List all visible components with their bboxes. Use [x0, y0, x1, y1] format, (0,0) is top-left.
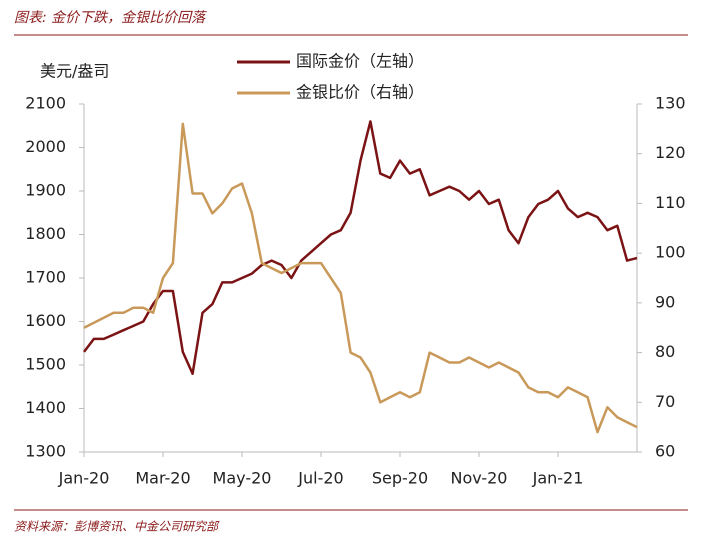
y-tick-label: 1900 [25, 181, 66, 200]
y2-tick-label: 70 [655, 392, 675, 411]
y-tick-label: 2100 [25, 94, 66, 113]
chart-title: 图表: 金价下跌，金银比价回落 [14, 10, 207, 26]
y-tick-label: 1600 [25, 311, 66, 330]
legend-label: 国际金价（左轴） [296, 52, 424, 71]
y2-tick-label: 60 [655, 442, 675, 461]
y-tick-label: 1500 [25, 355, 66, 374]
y-tick-label: 2000 [25, 137, 66, 156]
y2-tick-label: 110 [655, 193, 686, 212]
y2-tick-label: 80 [655, 342, 675, 361]
series-line [83, 122, 638, 434]
y-axis-label: 美元/盎司 [40, 62, 109, 81]
x-tick-label: Sep-20 [372, 469, 428, 488]
y2-tick-label: 120 [655, 143, 686, 162]
y2-tick-label: 130 [655, 94, 686, 113]
x-tick-label: Jul-20 [297, 469, 343, 488]
y-tick-label: 1400 [25, 398, 66, 417]
x-tick-label: Jan-21 [532, 469, 584, 488]
x-tick-label: Mar-20 [135, 469, 190, 488]
y-tick-label: 1800 [25, 224, 66, 243]
y2-tick-label: 90 [655, 292, 675, 311]
source: 资料来源：彭博资讯、中金公司研究部 [14, 520, 220, 534]
x-tick-label: Nov-20 [451, 469, 508, 488]
x-tick-label: Jan-20 [58, 469, 110, 488]
y2-tick-label: 100 [655, 243, 686, 262]
legend-label: 金银比价（右轴） [296, 83, 424, 102]
series-line [83, 120, 638, 375]
y-tick-label: 1700 [25, 268, 66, 287]
x-tick-label: May-20 [213, 469, 272, 488]
y-tick-label: 1300 [25, 442, 66, 461]
